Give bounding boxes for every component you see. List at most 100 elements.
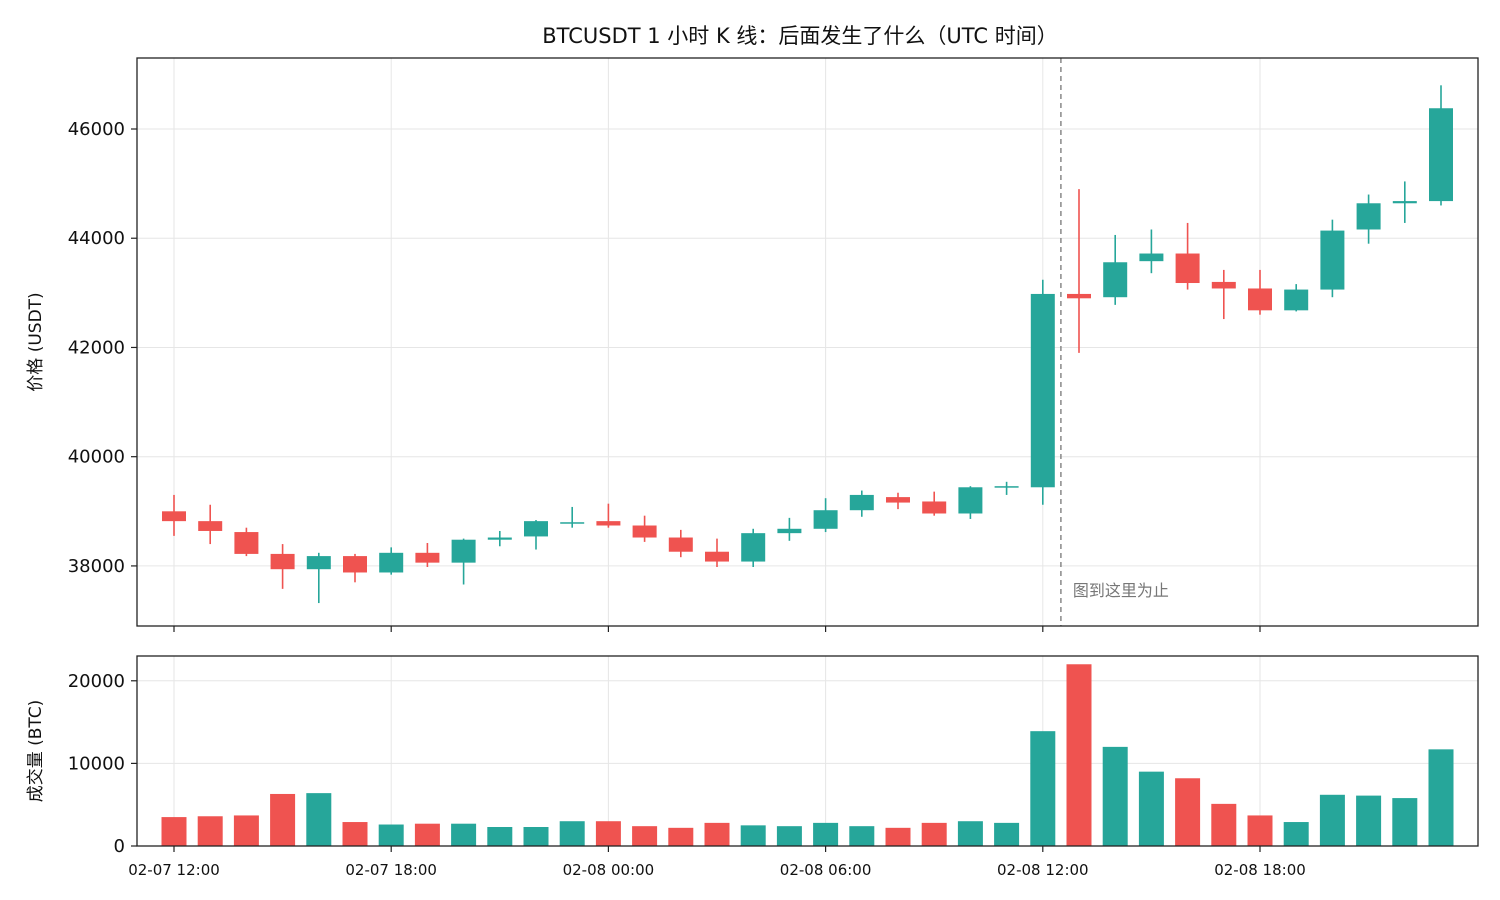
volume-bar — [1392, 798, 1418, 846]
volume-bar — [1428, 749, 1454, 846]
volume-bar — [776, 826, 802, 846]
volume-bar — [1175, 778, 1201, 846]
chart-title: BTCUSDT 1 小时 K 线：后面发生了什么（UTC 时间） — [542, 24, 1058, 48]
candle-body — [1103, 262, 1128, 298]
volume-bar — [559, 821, 585, 846]
candle-body — [1030, 293, 1055, 488]
candle-body — [849, 494, 874, 511]
candle-body — [306, 556, 331, 570]
volume-bar — [921, 822, 947, 846]
volume-bar — [414, 823, 440, 846]
volume-tick-label: 20000 — [68, 671, 125, 692]
price-tick-label: 38000 — [68, 556, 125, 577]
x-tick-label: 02-08 18:00 — [1214, 861, 1306, 879]
price-candles — [162, 85, 1453, 604]
candle-body — [1139, 253, 1164, 262]
candle-body — [922, 501, 947, 514]
volume-grid — [137, 656, 1478, 847]
volume-bar — [197, 816, 223, 846]
price-tick-label: 46000 — [68, 119, 125, 140]
volume-bar — [1356, 795, 1382, 846]
volume-bar — [668, 827, 694, 846]
price-grid — [137, 58, 1478, 626]
volume-axis-ticks: 0 10000 20000 — [68, 671, 137, 857]
volume-axis-title: 成交量 (BTC) — [26, 700, 46, 803]
volume-bar — [885, 827, 911, 846]
price-tick-label: 42000 — [68, 337, 125, 358]
volume-bar — [487, 827, 513, 846]
volume-tick-label: 0 — [114, 836, 125, 857]
candle-body — [451, 539, 476, 563]
x-tick-label: 02-08 12:00 — [997, 861, 1089, 879]
candle-body — [886, 497, 910, 503]
candle-body — [596, 521, 621, 526]
volume-bar — [704, 822, 730, 846]
candle-body — [1356, 203, 1381, 230]
candle-body — [343, 556, 367, 573]
candle-body — [1320, 230, 1345, 290]
candle-body — [270, 553, 295, 570]
candle-body — [415, 552, 440, 563]
candle-body — [1429, 108, 1453, 202]
candle-body — [379, 552, 404, 573]
volume-bar — [632, 826, 658, 846]
x-axis-ticks: 02-07 12:00 02-07 18:00 02-08 00:00 02-08 0… — [128, 626, 1306, 879]
volume-bar — [1247, 815, 1273, 846]
price-tick-label: 40000 — [68, 447, 125, 468]
price-panel-frame — [136, 57, 1479, 627]
volume-bar — [342, 822, 368, 846]
candle-body — [958, 487, 983, 514]
candle-body — [994, 486, 1019, 488]
candle-body — [1067, 293, 1091, 299]
volume-bar — [957, 821, 983, 846]
price-axis-title: 价格 (USDT) — [26, 292, 46, 391]
volume-bar — [813, 822, 839, 846]
volume-bar — [523, 827, 549, 846]
candle-body — [741, 533, 766, 562]
volume-bar — [1138, 771, 1164, 846]
candle-body — [198, 521, 223, 531]
volume-bar — [233, 815, 259, 846]
volume-bar — [1066, 664, 1092, 846]
volume-bar — [378, 824, 404, 846]
volume-bar — [1283, 822, 1309, 846]
x-tick-label: 02-07 18:00 — [345, 861, 437, 879]
volume-bar — [1319, 794, 1345, 846]
candle-body — [1284, 289, 1309, 311]
cutoff-label: 图到这里为止 — [1073, 581, 1169, 600]
volume-bar — [161, 817, 187, 846]
candle-body — [1248, 288, 1272, 311]
candle-body — [1175, 253, 1200, 284]
candle-body — [668, 537, 693, 552]
price-tick-label: 44000 — [68, 228, 125, 249]
volume-bar — [306, 793, 332, 846]
volume-bar — [595, 821, 621, 846]
candle-body — [632, 525, 657, 538]
volume-panel-frame — [136, 655, 1479, 847]
volume-bar — [849, 826, 875, 846]
volume-tick-label: 10000 — [68, 753, 125, 774]
volume-bar — [994, 822, 1020, 846]
x-tick-label: 02-07 12:00 — [128, 861, 220, 879]
cutoff-marker: 图到这里为止 — [1060, 58, 1169, 626]
candle-body — [777, 528, 802, 534]
candle-body — [1392, 201, 1417, 204]
volume-bar — [1211, 803, 1237, 846]
candle-body — [234, 532, 259, 554]
candle-body — [560, 522, 585, 524]
candle-body — [1211, 281, 1236, 289]
volume-bars — [161, 664, 1454, 846]
candle-body — [524, 521, 548, 537]
price-axis-ticks: 38000 40000 42000 44000 46000 — [68, 119, 137, 577]
volume-bar — [1030, 731, 1056, 846]
candle-body — [813, 510, 838, 529]
x-tick-label: 02-08 00:00 — [563, 861, 655, 879]
candle-body — [162, 511, 186, 522]
volume-bar — [270, 793, 296, 846]
volume-bar — [451, 823, 477, 846]
volume-bar — [1102, 746, 1128, 846]
x-tick-label: 02-08 06:00 — [780, 861, 872, 879]
volume-bar — [740, 825, 766, 846]
